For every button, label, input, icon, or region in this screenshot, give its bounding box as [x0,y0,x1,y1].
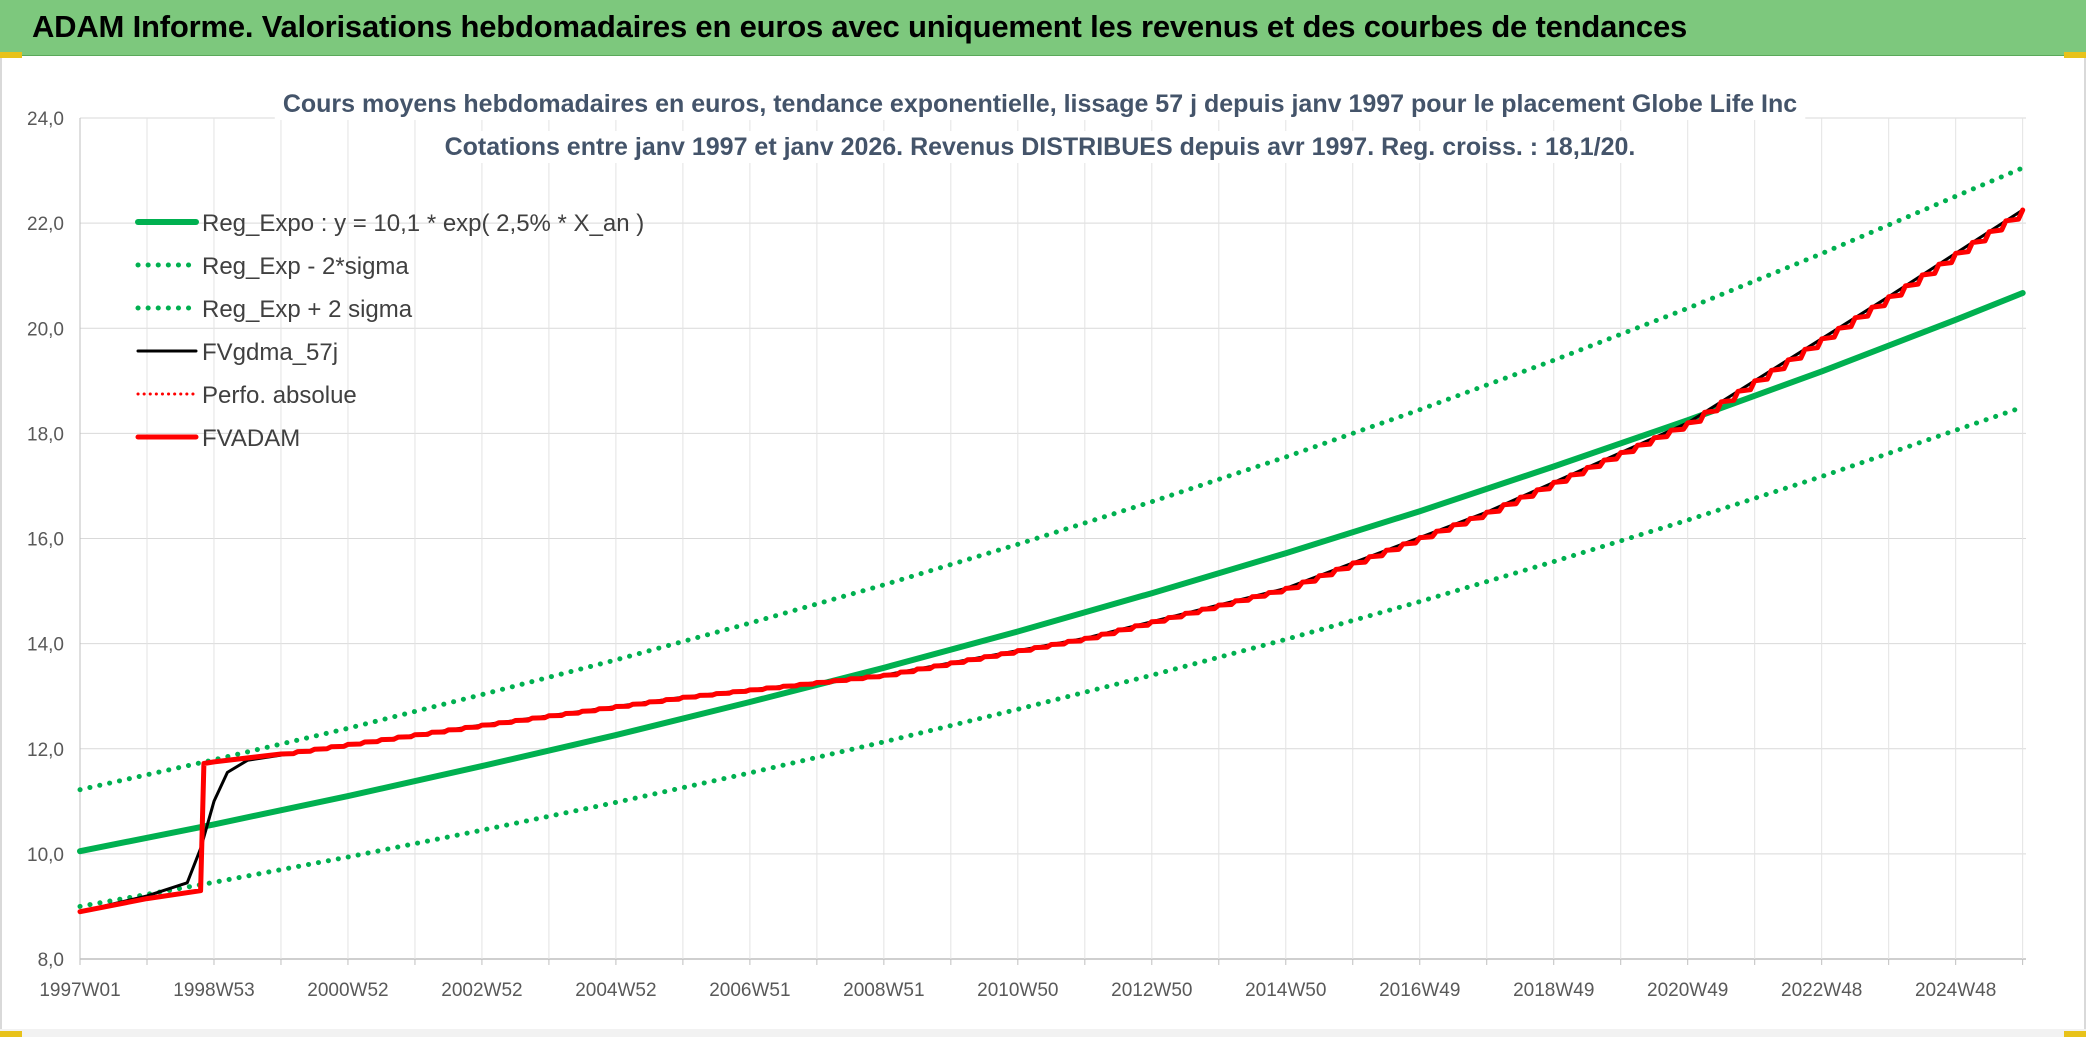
legend-label-0: Reg_Expo : y = 10,1 * exp( 2,5% * X_an ) [202,210,644,237]
chart-subtitle-backdrop [436,131,1644,163]
chart-area [0,58,2086,1037]
x-tick-label: 2012W50 [1111,980,1192,1001]
x-tick-label: 2010W50 [977,980,1058,1001]
report-title: ADAM Informe. Valorisations hebdomadaire… [32,9,1688,44]
x-tick-label: 2002W52 [441,980,522,1001]
legend-label-3: FVgdma_57j [202,339,338,366]
chart-title: Cours moyens hebdomadaires en euros, ten… [283,90,1797,118]
series-line-5 [77,207,2026,915]
x-tick-label: 1997W01 [39,980,120,1001]
series-line-2 [77,165,2026,793]
x-tick-label: 2024W48 [1915,980,1996,1001]
x-tick-label: 2016W49 [1379,980,1460,1001]
y-tick-label: 12,0 [27,740,64,761]
x-tick-label: 2006W51 [709,980,790,1001]
legend-label-2: Reg_Exp + 2 sigma [202,296,413,323]
y-tick-label: 20,0 [27,319,64,340]
y-tick-label: 24,0 [27,109,64,130]
x-tick-label: 2022W48 [1781,980,1862,1001]
x-tick-label: 2008W51 [843,980,924,1001]
chart-subtitle: Cotations entre janv 1997 et janv 2026. … [445,133,1636,161]
title-layer: Cours moyens hebdomadaires en euros, ten… [274,88,1806,163]
y-tick-label: 8,0 [38,950,64,971]
x-tick-label: 2004W52 [575,980,656,1001]
legend-label-5: FVADAM [202,425,300,452]
corner-marker-top-right [2064,52,2086,58]
legend-label-4: Perfo. absolue [202,382,357,409]
series-line-0 [77,290,2026,855]
bottom-strip [0,1029,2086,1037]
y-tick-label: 14,0 [27,635,64,656]
x-tick-label: 1998W53 [173,980,254,1001]
chart-title-backdrop [274,88,1806,120]
report-banner: ADAM Informe. Valorisations hebdomadaire… [0,0,2086,56]
x-tick-label: 2000W52 [307,980,388,1001]
series-layer [77,165,2026,915]
y-tick-label: 22,0 [27,214,64,235]
series-line-1 [77,404,2026,909]
legend-label-1: Reg_Exp - 2*sigma [202,253,409,280]
legend: Reg_Expo : y = 10,1 * exp( 2,5% * X_an )… [135,210,644,452]
y-tick-label: 18,0 [27,424,64,445]
x-tick-label: 2014W50 [1245,980,1326,1001]
y-tick-label: 16,0 [27,530,64,551]
corner-marker-top-left [0,52,22,58]
grid-layer [79,117,2026,960]
y-tick-label: 10,0 [27,845,64,866]
corner-marker-bottom-right [2064,1031,2086,1037]
x-tick-label: 2018W49 [1513,980,1594,1001]
x-tick-label: 2020W49 [1647,980,1728,1001]
corner-marker-bottom-left [0,1031,22,1037]
axis-layer: 8,0 10,0 12,0 14,0 16,0 18,0 20,0 22,0 24,0 1997W… [27,109,2024,1001]
